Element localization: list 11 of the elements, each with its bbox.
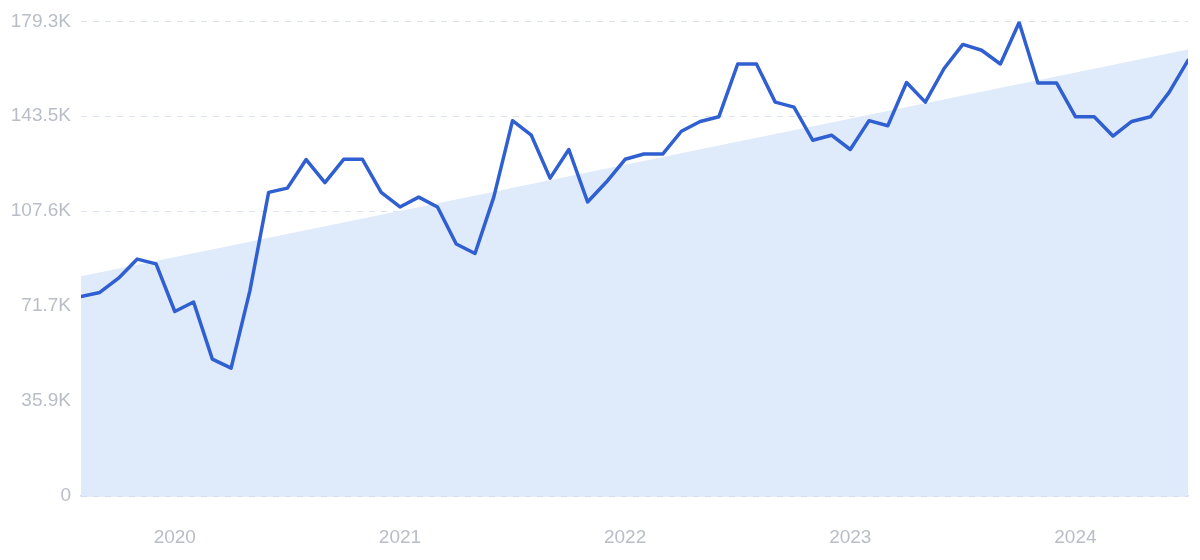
y-tick-label: 179.3K (10, 9, 72, 31)
x-tick-label: 2024 (1054, 525, 1097, 547)
x-tick-label: 2021 (378, 525, 422, 547)
y-tick-label: 143.5K (10, 104, 72, 126)
x-tick-label: 2023 (829, 525, 872, 547)
y-tick-label: 0 (60, 484, 71, 506)
y-tick-label: 35.9K (21, 389, 72, 411)
y-tick-label: 71.7K (21, 294, 72, 316)
y-tick-label: 107.6K (10, 199, 72, 221)
x-tick-label: 2020 (153, 525, 196, 547)
x-tick-label: 2022 (603, 525, 647, 547)
